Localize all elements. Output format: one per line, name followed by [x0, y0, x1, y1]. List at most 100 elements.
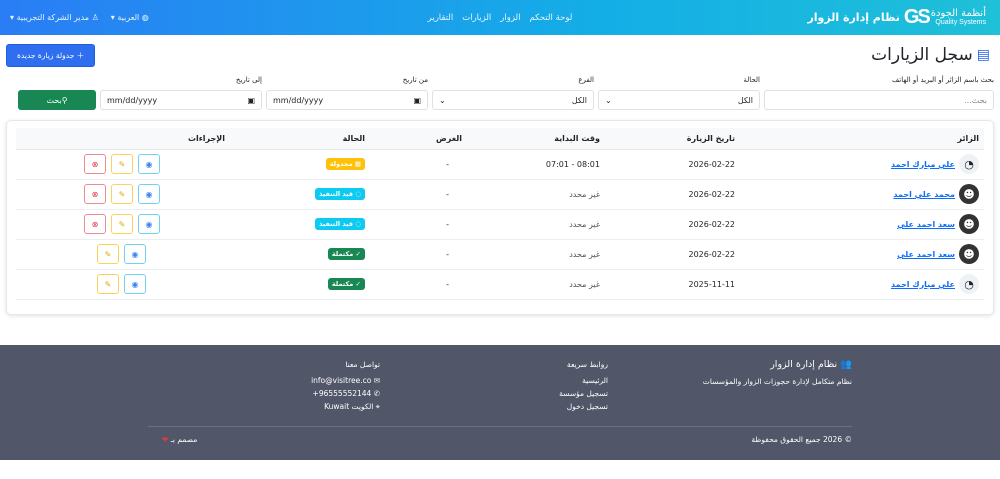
footer-contact-title: تواصل معنا — [345, 360, 380, 369]
search-button-label: بحث — [46, 95, 62, 105]
search-input[interactable]: بحث... — [764, 90, 994, 110]
table-row: ☻ سعد احمد علي 2026-02-22 غير محدد - ◌ قي… — [16, 209, 984, 240]
nav-right: ◍ العربية ▾ ♙ مدير الشركة التجريبية ▾ — [10, 13, 149, 22]
search-placeholder: بحث... — [964, 95, 987, 105]
footer: 👥 نظام إدارة الزوار نظام متكامل لإدارة ح… — [0, 345, 1000, 460]
chevron-down-icon: ⌄ — [605, 95, 612, 105]
status-badge: ✓ مكتملة — [327, 248, 365, 260]
navbar: أنظمة الجودة Quality Systems GS نظام إدار… — [0, 0, 1000, 35]
footer-divider — [148, 426, 852, 427]
view-button[interactable]: ◉ — [138, 154, 160, 174]
table-row: ☻ سعد احمد علي 2026-02-22 غير محدد - ✓ مك… — [16, 239, 984, 270]
from-date-input[interactable]: mm/dd/yyyy ▣ — [266, 90, 428, 110]
status-value: الكل — [737, 95, 753, 105]
visitor-link[interactable]: سعد احمد علي — [897, 249, 955, 259]
calendar-icon: ▣ — [413, 95, 421, 105]
edit-button[interactable]: ✎ — [111, 154, 133, 174]
footer-location: الكويت Kuwait — [324, 402, 374, 411]
search-label: بحث باسم الزائر أو البريد أو الهاتف — [892, 76, 994, 84]
table-row: ◔ علي مبارك احمد 2025-11-11 غير محدد - ✓ … — [16, 269, 984, 300]
avatar: ◔ — [959, 274, 979, 294]
cancel-button[interactable]: ⊗ — [84, 184, 106, 204]
edit-button[interactable]: ✎ — [111, 214, 133, 234]
nav-visits[interactable]: الزيارات — [462, 12, 492, 23]
brand[interactable]: أنظمة الجودة Quality Systems GS نظام إدار… — [807, 6, 986, 29]
nav-visitors[interactable]: الزوار — [500, 12, 521, 23]
visit-date: 2026-02-22 — [605, 239, 740, 270]
footer-link-login[interactable]: تسجيل دخول — [566, 402, 608, 411]
nav-reports[interactable]: التقارير — [427, 12, 454, 23]
from-date-label: من تاريخ — [402, 76, 428, 84]
to-date-label: إلى تاريخ — [235, 76, 262, 84]
visitor-cell: ◔ علي مبارك احمد — [740, 269, 984, 300]
footer-links-title: روابط سريعة — [566, 360, 608, 369]
visitor-link[interactable]: علي مبارك احمد — [890, 279, 955, 289]
visitor-cell: ☻ محمد علي احمد — [740, 179, 984, 210]
search-button[interactable]: ⚲ بحث — [18, 90, 96, 110]
visitor-link[interactable]: سعد احمد علي — [897, 219, 955, 229]
footer-links: روابط سريعة الرئيسية تسجيل مؤسسة تسجيل د… — [559, 358, 608, 413]
status-select[interactable]: الكل ⌄ — [598, 90, 760, 110]
visit-date: 2026-02-22 — [605, 179, 740, 210]
branch-select[interactable]: الكل ⌄ — [432, 90, 594, 110]
user-dropdown[interactable]: ♙ مدير الشركة التجريبية ▾ — [10, 13, 99, 22]
purpose: - — [370, 149, 467, 180]
phone-icon: ✆ — [371, 389, 380, 398]
edit-button[interactable]: ✎ — [111, 184, 133, 204]
start-time: غير محدد — [467, 209, 605, 240]
filters: بحث باسم الزائر أو البريد أو الهاتف بحث..… — [0, 76, 1000, 110]
pencil-icon: ✎ — [118, 219, 126, 229]
footer-phone: +96555552144 — [312, 389, 372, 398]
language-dropdown[interactable]: ◍ العربية ▾ — [110, 13, 149, 22]
visits-card: الزائر تاريخ الزيارة وقت البداية الغرض ا… — [6, 120, 994, 315]
view-button[interactable]: ◉ — [138, 184, 160, 204]
cancel-button[interactable]: ⊗ — [84, 214, 106, 234]
branch-label: الفرع — [578, 76, 594, 84]
nav-links: لوحة التحكم الزوار الزيارات التقارير — [428, 13, 573, 23]
footer-contact: تواصل معنا ✉ info@visitree.co ✆ +9655555… — [311, 358, 380, 413]
header-date: تاريخ الزيارة — [605, 128, 740, 150]
status-badge: ▦ مجدولة — [325, 158, 365, 170]
footer-email[interactable]: info@visitree.co — [311, 376, 372, 385]
actions-cell: ◉ ✎ — [16, 269, 230, 300]
page-title: ▤ سجل الزيارات — [871, 45, 992, 65]
actions-cell: ◉ ✎ — [16, 239, 230, 270]
footer-link-home[interactable]: الرئيسية — [582, 376, 608, 385]
purpose: - — [370, 269, 467, 300]
status-cell: ◌ قيد التنفيذ — [230, 179, 370, 210]
new-visit-button[interactable]: ＋ جدولة زيارة جديدة — [6, 43, 96, 67]
visitor-cell: ◔ علي مبارك احمد — [740, 149, 984, 180]
edit-button[interactable]: ✎ — [97, 244, 119, 264]
user-icon: ♙ — [89, 13, 99, 22]
avatar: ☻ — [959, 244, 979, 264]
start-time: 07:01 - 08:01 — [467, 149, 605, 180]
eye-icon: ◉ — [131, 279, 139, 289]
view-button[interactable]: ◉ — [124, 244, 146, 264]
new-visit-label: جدولة زيارة جديدة — [17, 50, 75, 60]
avatar: ◔ — [959, 154, 979, 174]
view-button[interactable]: ◉ — [138, 214, 160, 234]
chevron-down-icon: ⌄ — [439, 95, 446, 105]
view-button[interactable]: ◉ — [124, 274, 146, 294]
footer-brand: 👥 نظام إدارة الزوار نظام متكامل لإدارة ح… — [703, 358, 852, 388]
purpose: - — [370, 179, 467, 210]
x-circle-icon: ⊗ — [91, 219, 99, 229]
footer-link-register-org[interactable]: تسجيل مؤسسة — [559, 389, 608, 398]
to-date-input[interactable]: mm/dd/yyyy ▣ — [100, 90, 262, 110]
status-label: الحالة — [743, 76, 760, 84]
status-text: مكتملة — [331, 280, 354, 288]
eye-icon: ◉ — [131, 249, 139, 259]
visitor-link[interactable]: محمد علي احمد — [893, 189, 955, 199]
purpose: - — [370, 239, 467, 270]
cancel-button[interactable]: ⊗ — [84, 154, 106, 174]
heart-icon: ❤ — [162, 435, 169, 444]
visitor-cell: ☻ سعد احمد علي — [740, 239, 984, 270]
nav-dashboard[interactable]: لوحة التحكم — [529, 12, 573, 23]
edit-button[interactable]: ✎ — [97, 274, 119, 294]
users-icon: 👥 — [837, 359, 852, 370]
header-start-time: وقت البداية — [467, 128, 605, 150]
visitor-link[interactable]: علي مبارك احمد — [890, 159, 955, 169]
header-visitor: الزائر — [740, 128, 984, 150]
status-text: مجدولة — [329, 160, 353, 168]
avatar: ☻ — [959, 214, 979, 234]
